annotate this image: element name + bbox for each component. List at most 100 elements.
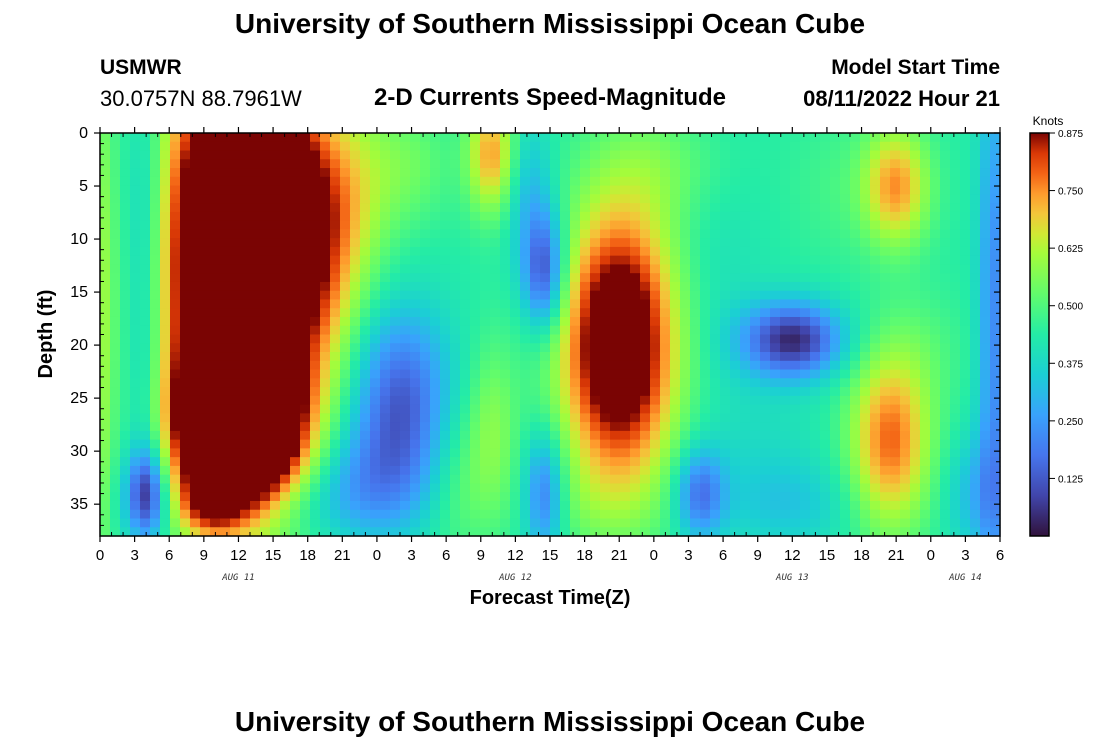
heat-cell: [840, 246, 851, 257]
heat-cell: [320, 246, 331, 257]
heat-cell: [760, 229, 771, 239]
heat-cell: [940, 465, 951, 476]
heat-cell: [270, 168, 281, 178]
heat-cell: [180, 273, 191, 283]
heat-cell: [530, 246, 541, 257]
heat-cell: [140, 404, 151, 414]
heat-cell: [780, 360, 791, 371]
heat-cell: [240, 273, 251, 283]
heat-cell: [700, 448, 711, 458]
heat-cell: [750, 474, 761, 485]
heat-cell: [540, 360, 551, 371]
heat-cell: [620, 395, 631, 406]
heat-cell: [290, 281, 301, 292]
heat-cell: [740, 395, 751, 406]
heat-cell: [200, 246, 211, 257]
heat-cell: [250, 325, 261, 336]
heat-cell: [880, 500, 891, 511]
heat-cell: [430, 255, 441, 266]
heat-cell: [160, 334, 171, 344]
heat-cell: [920, 141, 931, 152]
heat-cell: [490, 518, 501, 528]
heat-cell: [470, 465, 481, 476]
heat-cell: [390, 483, 401, 493]
heat-cell: [110, 413, 121, 423]
heat-cell: [790, 509, 801, 520]
heat-cell: [370, 352, 381, 362]
heat-cell: [530, 308, 541, 318]
heat-cell: [530, 457, 541, 467]
heat-cell: [240, 369, 251, 379]
heat-cell: [510, 281, 521, 292]
heat-cell: [910, 168, 921, 178]
heat-cell: [460, 334, 471, 344]
heat-cell: [430, 422, 441, 432]
heat-cell: [370, 448, 381, 458]
heat-cell: [950, 203, 961, 213]
heat-cell: [360, 448, 371, 458]
heat-cell: [870, 194, 881, 204]
heat-cell: [870, 465, 881, 476]
heat-cell: [280, 141, 291, 152]
heat-cell: [570, 500, 581, 511]
heat-cell: [560, 483, 571, 493]
heat-cell: [920, 168, 931, 178]
heat-cell: [560, 422, 571, 432]
heat-cell: [560, 360, 571, 371]
heat-cell: [540, 185, 551, 195]
heat-cell: [220, 465, 231, 476]
heat-cell: [850, 273, 861, 283]
heat-cell: [270, 343, 281, 353]
heat-cell: [170, 316, 181, 327]
heat-cell: [130, 159, 141, 169]
heat-cell: [130, 334, 141, 344]
heat-cell: [920, 378, 931, 388]
heat-cell: [350, 238, 361, 248]
heat-cell: [960, 133, 971, 143]
heat-cell: [850, 238, 861, 248]
heat-cell: [710, 430, 721, 441]
heat-cell: [690, 133, 701, 143]
heat-cell: [670, 141, 681, 152]
heat-cell: [550, 185, 561, 195]
heat-cell: [890, 299, 901, 309]
heat-cell: [280, 430, 291, 441]
heat-cell: [210, 492, 221, 502]
heat-cell: [470, 299, 481, 309]
heat-cell: [830, 246, 841, 257]
heat-cell: [850, 325, 861, 336]
heat-cell: [710, 518, 721, 528]
model-start-time: 08/11/2022 Hour 21: [803, 86, 1000, 111]
heat-cell: [650, 316, 661, 327]
heat-cell: [840, 238, 851, 248]
heat-cell: [750, 273, 761, 283]
heat-cell: [720, 518, 731, 528]
heat-cell: [980, 509, 991, 520]
heat-cell: [120, 474, 131, 485]
heat-cell: [180, 500, 191, 511]
heat-cell: [150, 133, 161, 143]
heat-cell: [150, 343, 161, 353]
heat-cell: [290, 334, 301, 344]
heat-cell: [960, 343, 971, 353]
heat-cell: [780, 378, 791, 388]
heat-cell: [550, 387, 561, 397]
heat-cell: [230, 509, 241, 520]
heat-cell: [800, 474, 811, 485]
heat-cell: [860, 273, 871, 283]
heat-cell: [430, 439, 441, 449]
heat-cell: [260, 422, 271, 432]
heat-cell: [370, 360, 381, 371]
heat-cell: [760, 430, 771, 441]
heat-cell: [260, 457, 271, 467]
heat-cell: [530, 509, 541, 520]
heat-cell: [620, 448, 631, 458]
heat-cell: [110, 238, 121, 248]
heat-cell: [610, 290, 621, 301]
heat-cell: [800, 133, 811, 143]
heat-cell: [520, 378, 531, 388]
heat-cell: [720, 299, 731, 309]
heat-cell: [780, 334, 791, 344]
heat-cell: [640, 316, 651, 327]
heat-cell: [110, 185, 121, 195]
